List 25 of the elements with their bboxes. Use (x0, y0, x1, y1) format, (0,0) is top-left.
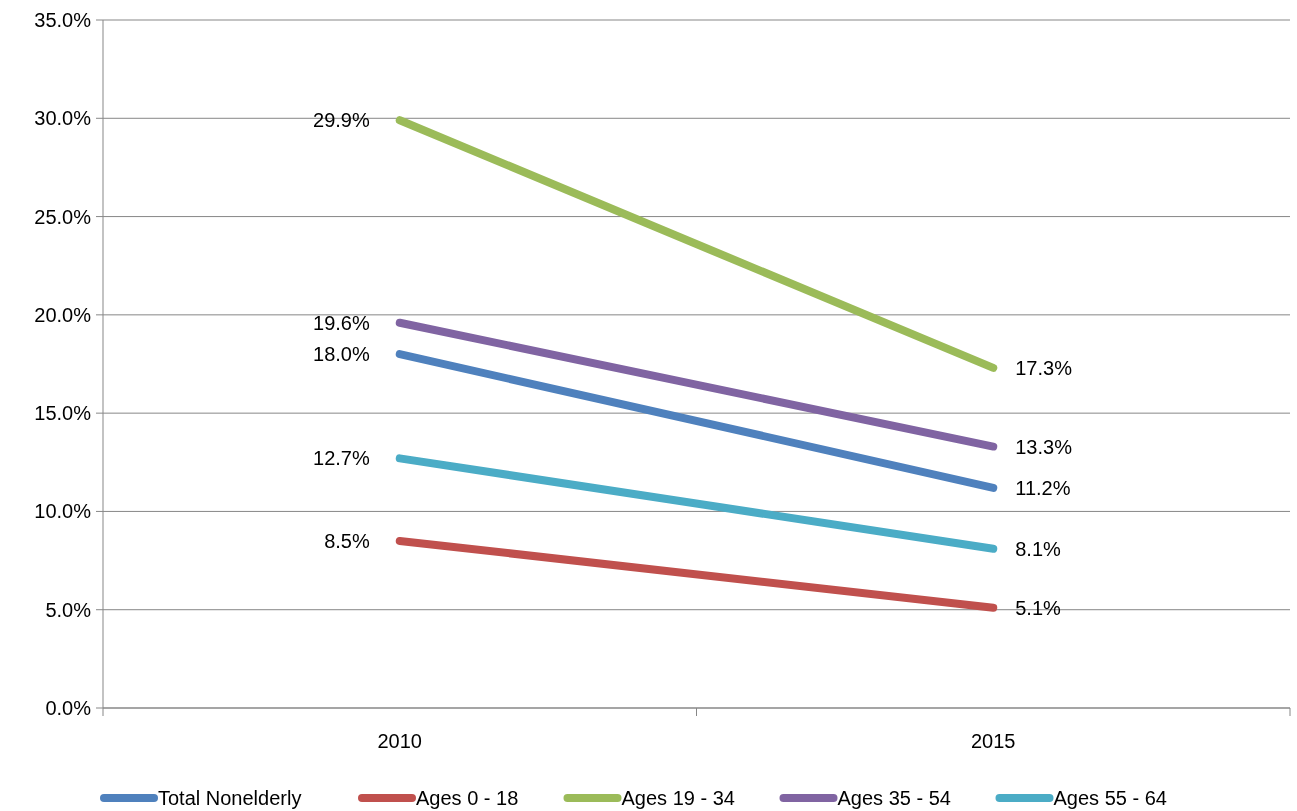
x-tick-label: 2015 (971, 730, 1016, 752)
y-tick-label: 25.0% (34, 205, 92, 228)
data-label: 8.5% (324, 529, 370, 552)
y-tick-label: 0.0% (45, 697, 92, 719)
data-label: 12.7% (313, 447, 370, 470)
y-tick-label: 15.0% (34, 402, 92, 425)
y-tick-label: 5.0% (45, 598, 92, 621)
legend-label: Ages 0 - 18 (416, 787, 519, 809)
data-label: 5.1% (1015, 596, 1062, 619)
legend-label: Total Nonelderly (158, 787, 302, 809)
y-tick-label: 30.0% (34, 107, 92, 130)
legend-label: Ages 35 - 54 (837, 787, 951, 809)
legend-label: Ages 19 - 34 (621, 787, 735, 809)
data-label: 29.9% (313, 109, 370, 132)
y-tick-label: 10.0% (34, 500, 92, 523)
y-tick-label: 35.0% (34, 9, 92, 31)
data-label: 11.2% (1015, 476, 1071, 499)
x-tick-label: 2010 (377, 730, 422, 752)
legend-label: Ages 55 - 64 (1053, 787, 1167, 809)
data-label: 8.1% (1015, 537, 1062, 560)
y-tick-label: 20.0% (34, 303, 92, 326)
data-label: 18.0% (313, 343, 370, 366)
data-label: 13.3% (1015, 435, 1073, 458)
data-label: 17.3% (1015, 356, 1073, 379)
data-label: 19.6% (313, 311, 370, 334)
